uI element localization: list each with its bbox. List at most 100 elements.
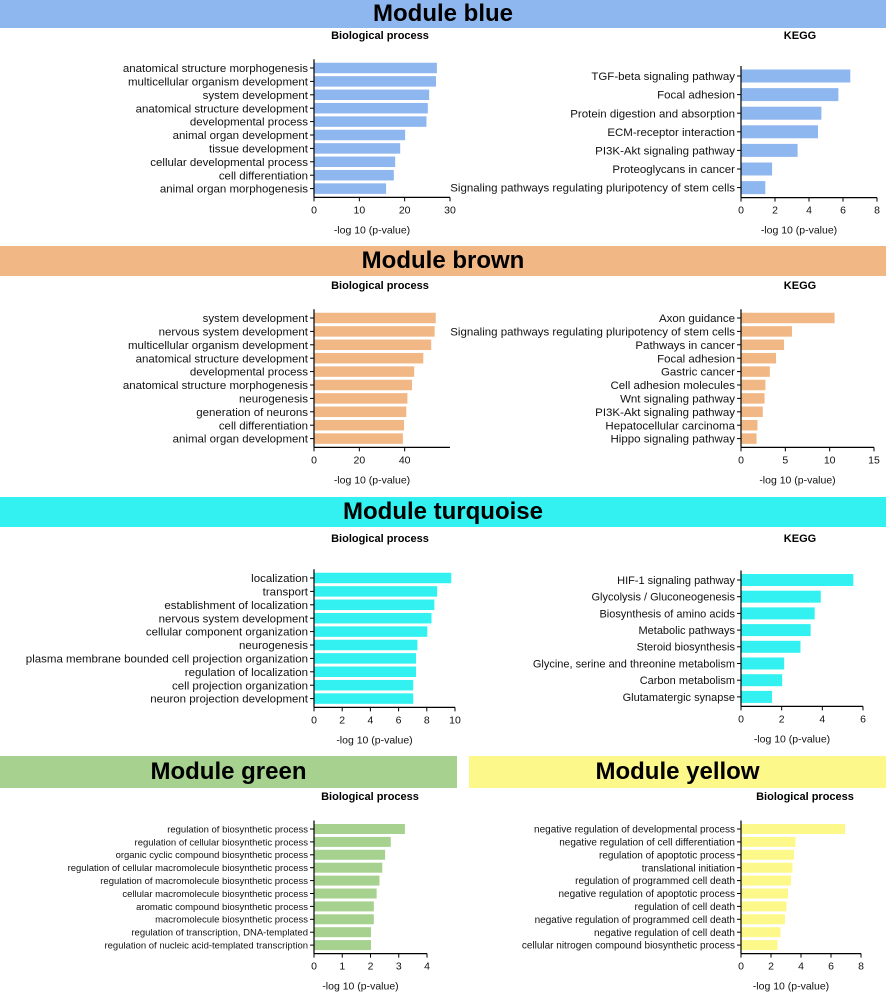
bar (313, 927, 371, 938)
x-tick-label: 8 (424, 715, 430, 726)
category-label: animal organ development (173, 434, 309, 446)
x-tick-label: 20 (353, 455, 365, 466)
x-tick-label: 0 (311, 205, 317, 216)
category-label: animal organ morphogenesis (160, 184, 308, 196)
category-label: developmental process (190, 117, 308, 129)
bar (313, 888, 377, 899)
bar (313, 639, 418, 651)
banner-title: Module blue (373, 0, 513, 27)
bar (740, 352, 777, 364)
bar (313, 693, 414, 704)
x-tick-label: 4 (424, 962, 430, 973)
x-tick-label: 10 (449, 715, 461, 726)
bar (313, 326, 435, 337)
chart-title-turquoise-bp: Biological process (331, 533, 429, 545)
category-label: negative regulation of apoptotic process (558, 889, 735, 900)
category-label: negative regulation of developmental pro… (534, 825, 735, 836)
x-tick-label: 4 (806, 206, 812, 217)
x-tick-label: 5 (782, 455, 788, 466)
category-label: Biosynthesis of amino acids (599, 608, 735, 620)
category-label: Signaling pathways regulating pluripoten… (450, 183, 735, 195)
banner-title: Module turquoise (343, 498, 543, 525)
bar (740, 419, 758, 431)
x-tick-label: 2 (768, 962, 774, 973)
category-label: nervous system development (159, 327, 309, 339)
bar (740, 607, 815, 620)
banner-title: Module yellow (595, 758, 760, 785)
bar (740, 181, 766, 195)
category-label: Pathways in cancer (635, 340, 735, 352)
x-axis-label: -log 10 (p-value) (322, 982, 398, 993)
bar (313, 666, 417, 678)
x-axis-label: -log 10 (p-value) (761, 226, 837, 237)
category-label: cell projection organization (172, 680, 308, 692)
x-tick-label: 0 (311, 455, 317, 466)
bar (740, 901, 787, 912)
x-tick-label: 2 (779, 714, 785, 725)
bar (740, 88, 839, 102)
category-label: PI3K-Akt signaling pathway (595, 146, 735, 158)
x-tick-label: 4 (798, 962, 804, 973)
category-label: negative regulation of cell differentiat… (559, 837, 735, 848)
bar (740, 914, 785, 925)
x-tick-label: 0 (311, 715, 317, 726)
category-label: Focal adhesion (657, 90, 735, 102)
category-label: Steroid biosynthesis (637, 642, 736, 654)
chart-title-brown-bp: Biological process (331, 280, 429, 292)
category-label: Glycine, serine and threonine metabolism (533, 658, 735, 670)
bar (740, 393, 765, 404)
bar (313, 62, 437, 74)
category-label: Wnt signaling pathway (620, 394, 735, 406)
bar (313, 599, 435, 611)
x-axis-label: -log 10 (p-value) (336, 735, 412, 746)
category-label: neurogenesis (239, 394, 308, 406)
bar (740, 106, 822, 120)
category-label: regulation of cellular macromolecule bio… (68, 863, 309, 874)
x-tick-label: 15 (868, 455, 880, 466)
bar (313, 901, 374, 912)
chart-brown-kegg: Axon guidance Signaling pathways regulati… (450, 309, 880, 486)
x-axis-label: -log 10 (p-value) (753, 982, 829, 993)
banner-module-blue: Module blue (0, 0, 886, 28)
category-label: TGF-beta signaling pathway (591, 71, 735, 83)
banner-module-turquoise: Module turquoise (0, 497, 886, 527)
category-label: regulation of programmed cell death (575, 876, 735, 887)
category-label: anatomical structure development (136, 103, 309, 115)
category-label: anatomical structure morphogenesis (123, 63, 308, 75)
chart-green-biological-process: regulation of biosynthetic process regula… (68, 820, 430, 993)
category-label: localization (251, 573, 308, 585)
chart-title-green-bp: Biological process (321, 791, 419, 803)
bar (740, 690, 772, 703)
category-label: ECM-receptor interaction (607, 127, 735, 139)
category-label: aromatic compound biosynthetic process (136, 902, 308, 913)
category-label: HIF-1 signaling pathway (617, 575, 735, 587)
bar (740, 657, 785, 670)
category-label: plasma membrane bounded cell projection … (26, 654, 308, 666)
bar (740, 69, 851, 83)
bar (740, 312, 835, 324)
bar (313, 129, 406, 141)
bar (313, 379, 412, 391)
bar (313, 352, 424, 364)
category-label: organic cyclic compound biosynthetic pro… (116, 850, 309, 861)
x-tick-label: 40 (399, 455, 411, 466)
x-tick-label: 8 (874, 206, 880, 217)
category-label: Hippo signaling pathway (610, 434, 735, 446)
chart-turquoise-kegg: HIF-1 signaling pathway Glycolysis / Gluc… (533, 570, 866, 745)
category-label: negative regulation of cell death (594, 928, 735, 939)
x-tick-label: 4 (819, 714, 825, 725)
bar (740, 674, 783, 687)
x-tick-label: 2 (339, 715, 345, 726)
category-label: Metabolic pathways (639, 625, 736, 637)
bar (740, 143, 798, 157)
bar (740, 624, 811, 637)
category-label: macromolecule biosynthetic process (155, 915, 308, 926)
category-label: translational initiation (642, 863, 735, 874)
x-tick-label: 30 (444, 205, 456, 216)
x-tick-label: 0 (738, 455, 744, 466)
x-tick-label: 8 (858, 962, 864, 973)
bar (740, 849, 794, 860)
bar (313, 940, 371, 951)
category-label: Axon guidance (659, 313, 735, 325)
bar (313, 586, 438, 597)
